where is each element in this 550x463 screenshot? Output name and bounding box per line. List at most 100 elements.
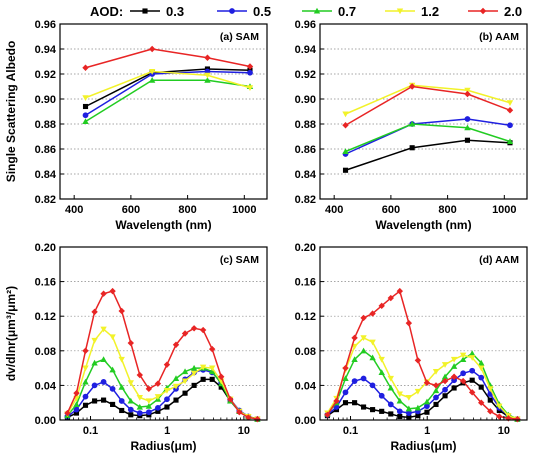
data-point (442, 386, 448, 393)
data-point (127, 339, 134, 347)
chart-panel-3: 0.00 0.04 0.08 0.12 0.16 0.20 0.1 1 10 (c) SAM Rad… (4, 242, 268, 453)
data-point (342, 400, 349, 406)
series-line (66, 328, 258, 420)
series-line (66, 290, 258, 420)
series-line (326, 350, 518, 420)
legend-label: 0.7 (338, 4, 356, 19)
data-point (208, 345, 216, 353)
data-point (82, 103, 89, 110)
x-axis-label: Wavelength (nm) (375, 218, 471, 232)
data-point (379, 408, 385, 414)
y-tick-label: 0.84 (35, 169, 57, 181)
data-point (378, 356, 385, 363)
y-tick-label: 0.20 (295, 242, 316, 254)
series-0.7 (64, 356, 261, 422)
data-point (136, 371, 143, 379)
data-point (127, 397, 134, 404)
data-point (459, 377, 467, 385)
data-point (405, 405, 413, 412)
x-tick-label: 0.1 (343, 425, 358, 437)
x-tick-label: 400 (65, 204, 83, 216)
data-point (73, 401, 80, 407)
series-2.0 (64, 287, 261, 423)
data-point (432, 382, 440, 389)
data-point (100, 326, 107, 333)
plot-frame (319, 246, 528, 421)
panel-title: (c) SAM (220, 254, 259, 266)
data-point (73, 389, 80, 397)
data-point (478, 359, 485, 366)
data-point (246, 63, 254, 70)
data-point (109, 334, 116, 341)
plot-frame (59, 246, 268, 421)
data-point (450, 356, 458, 363)
data-point (370, 407, 376, 413)
y-tick-label: 0.08 (35, 346, 56, 358)
series-line (66, 358, 258, 420)
x-tick-label: 400 (325, 204, 343, 216)
data-point (91, 308, 98, 316)
data-point (145, 398, 153, 405)
data-point (181, 330, 189, 337)
series-line (85, 48, 251, 69)
y-tick-label: 0.12 (35, 311, 56, 323)
series-line (327, 379, 518, 420)
series-line (345, 118, 511, 155)
x-axis-label: Radius(μm) (390, 439, 456, 453)
data-point (154, 394, 162, 400)
data-point (342, 375, 349, 382)
data-point (378, 302, 385, 310)
data-point (469, 377, 475, 383)
data-point (496, 403, 503, 410)
data-point (101, 397, 107, 403)
data-point (200, 376, 206, 382)
data-point (199, 364, 207, 371)
panel-title: (a) SAM (220, 31, 259, 43)
panel-title: (b) AAM (479, 31, 519, 43)
legend-item-0.5: 0.5 (217, 4, 271, 19)
data-point (247, 69, 253, 76)
legend-item-0.7: 0.7 (302, 4, 356, 19)
data-point (155, 408, 161, 414)
y-tick-label: 0.94 (35, 44, 57, 56)
data-point (351, 334, 358, 342)
legend-item-2.0: 2.0 (468, 4, 522, 19)
x-tick-label: 800 (438, 204, 456, 216)
data-point (424, 403, 430, 410)
data-point (92, 398, 98, 404)
data-point (451, 377, 457, 384)
legend-label: 1.2 (421, 4, 439, 19)
data-point (387, 384, 394, 391)
data-point (145, 402, 153, 409)
data-point (333, 397, 340, 405)
legend-label: 0.3 (166, 4, 184, 19)
data-point (190, 364, 198, 371)
data-point (506, 138, 514, 145)
data-point (433, 401, 439, 407)
data-point (432, 369, 440, 375)
y-tick-label: 0.20 (35, 242, 56, 254)
series-line (326, 290, 518, 420)
x-tick-label: 1000 (232, 204, 256, 216)
data-point (82, 64, 89, 71)
data-point (154, 380, 162, 387)
data-point (148, 77, 156, 83)
data-point (64, 409, 71, 417)
legend-marker (313, 7, 321, 14)
data-point (405, 394, 413, 401)
data-point (468, 389, 476, 396)
x-tick-label: 0.1 (83, 425, 98, 437)
data-point (464, 90, 471, 98)
data-point (342, 122, 349, 129)
data-point (351, 356, 358, 363)
data-point (352, 400, 358, 406)
data-point (191, 382, 197, 388)
data-point (91, 337, 98, 344)
data-point (441, 373, 449, 380)
data-point (360, 347, 367, 354)
data-point (478, 365, 485, 372)
data-point (369, 382, 376, 389)
data-point (82, 118, 89, 125)
series-line (85, 79, 251, 123)
data-point (478, 384, 484, 390)
